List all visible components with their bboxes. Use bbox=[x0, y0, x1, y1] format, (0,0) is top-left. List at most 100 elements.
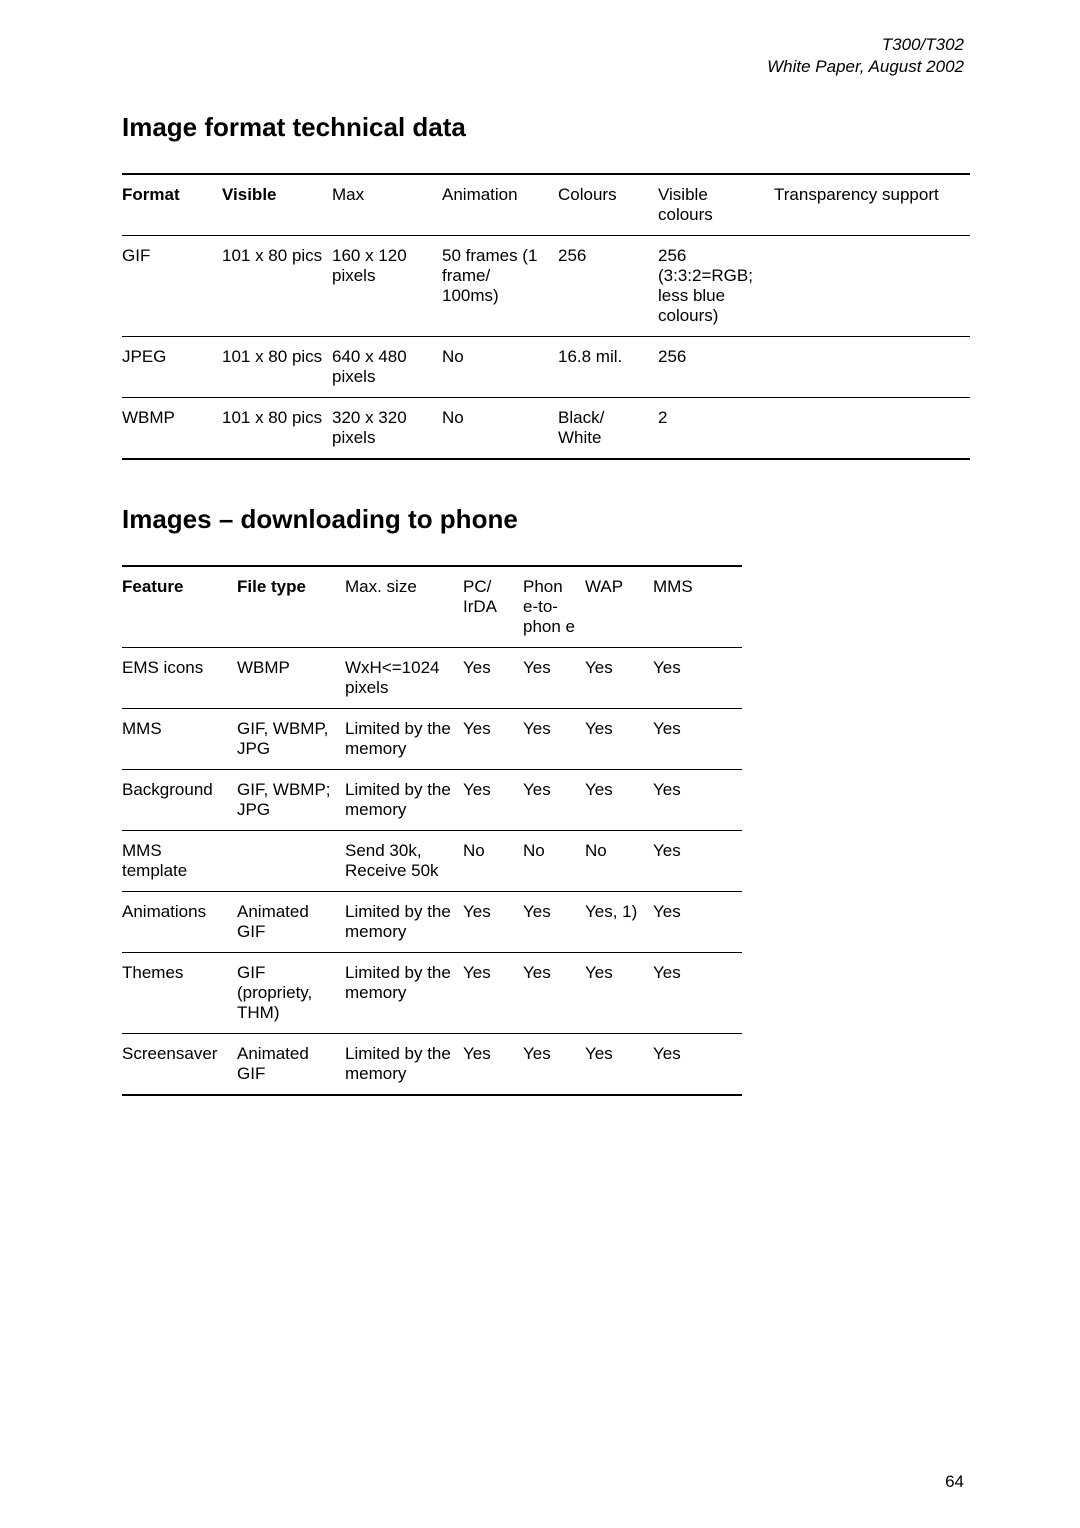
table-row: ScreensaverAnimated GIFLimited by the me… bbox=[122, 1034, 742, 1096]
table-image-format: Format Visible Max Animation Colours Vis… bbox=[122, 173, 970, 460]
table-cell: 2 bbox=[658, 398, 774, 460]
table-cell: Yes bbox=[523, 892, 585, 953]
table-cell: Animated GIF bbox=[237, 1034, 345, 1096]
page-number: 64 bbox=[945, 1472, 964, 1492]
table-cell: Yes bbox=[653, 953, 742, 1034]
table-cell: Yes bbox=[653, 892, 742, 953]
table-cell: Yes bbox=[653, 648, 742, 709]
table-cell: Send 30k, Receive 50k bbox=[345, 831, 463, 892]
section1-title: Image format technical data bbox=[122, 112, 964, 143]
table-cell: Yes, 1) bbox=[585, 892, 653, 953]
table-cell: Yes bbox=[653, 1034, 742, 1096]
table-cell: 101 x 80 pics bbox=[222, 337, 332, 398]
table-cell bbox=[774, 236, 970, 337]
table-cell bbox=[774, 398, 970, 460]
table-row: AnimationsAnimated GIFLimited by the mem… bbox=[122, 892, 742, 953]
th: PC/ IrDA bbox=[463, 566, 523, 648]
table-cell: WBMP bbox=[122, 398, 222, 460]
table-cell: Yes bbox=[523, 709, 585, 770]
table-cell: Yes bbox=[463, 709, 523, 770]
table-row: MMSGIF, WBMP, JPGLimited by the memoryYe… bbox=[122, 709, 742, 770]
th: Max. size bbox=[345, 566, 463, 648]
table-cell: Yes bbox=[585, 648, 653, 709]
th: Animation bbox=[442, 174, 558, 236]
table-row: JPEG101 x 80 pics640 x 480 pixelsNo16.8 … bbox=[122, 337, 970, 398]
table-cell: No bbox=[442, 337, 558, 398]
table-cell: Animated GIF bbox=[237, 892, 345, 953]
table-cell: MMS template bbox=[122, 831, 237, 892]
table-cell bbox=[774, 337, 970, 398]
table-cell: Limited by the memory bbox=[345, 892, 463, 953]
table2-header-row: Feature File type Max. size PC/ IrDA Pho… bbox=[122, 566, 742, 648]
th: Visible colours bbox=[658, 174, 774, 236]
table-cell: 160 x 120 pixels bbox=[332, 236, 442, 337]
table-cell: No bbox=[442, 398, 558, 460]
table-cell: Yes bbox=[653, 770, 742, 831]
table-cell: 256 bbox=[658, 337, 774, 398]
table-cell: Limited by the memory bbox=[345, 1034, 463, 1096]
th: Phon e-to-phon e bbox=[523, 566, 585, 648]
table-cell: No bbox=[463, 831, 523, 892]
table-cell: No bbox=[585, 831, 653, 892]
table-cell: 50 frames (1 frame/ 100ms) bbox=[442, 236, 558, 337]
th: Visible bbox=[222, 174, 332, 236]
table-cell: 640 x 480 pixels bbox=[332, 337, 442, 398]
table-cell: Animations bbox=[122, 892, 237, 953]
table-row: GIF101 x 80 pics160 x 120 pixels50 frame… bbox=[122, 236, 970, 337]
table-cell: GIF, WBMP, JPG bbox=[237, 709, 345, 770]
table-cell: EMS icons bbox=[122, 648, 237, 709]
table1-header-row: Format Visible Max Animation Colours Vis… bbox=[122, 174, 970, 236]
header-meta: T300/T302 White Paper, August 2002 bbox=[122, 34, 964, 78]
table-row: ThemesGIF (propriety, THM)Limited by the… bbox=[122, 953, 742, 1034]
table-cell: Screensaver bbox=[122, 1034, 237, 1096]
table-cell: Yes bbox=[523, 770, 585, 831]
table-cell: Limited by the memory bbox=[345, 770, 463, 831]
th: Transparency support bbox=[774, 174, 970, 236]
table1-body: GIF101 x 80 pics160 x 120 pixels50 frame… bbox=[122, 236, 970, 460]
table-cell: Yes bbox=[463, 953, 523, 1034]
table-cell: 101 x 80 pics bbox=[222, 236, 332, 337]
table-cell: Yes bbox=[523, 1034, 585, 1096]
table-cell: JPEG bbox=[122, 337, 222, 398]
table-cell: Yes bbox=[653, 831, 742, 892]
th: Feature bbox=[122, 566, 237, 648]
table-row: MMS templateSend 30k, Receive 50kNoNoNoY… bbox=[122, 831, 742, 892]
th: Colours bbox=[558, 174, 658, 236]
table-cell: Yes bbox=[585, 1034, 653, 1096]
th: File type bbox=[237, 566, 345, 648]
table-cell: Yes bbox=[585, 953, 653, 1034]
table-cell: WxH<=1024 pixels bbox=[345, 648, 463, 709]
table-cell: Yes bbox=[585, 709, 653, 770]
table-cell: Background bbox=[122, 770, 237, 831]
table-cell: Yes bbox=[523, 648, 585, 709]
table-cell: No bbox=[523, 831, 585, 892]
table-cell: 256 (3:3:2=RGB; less blue colours) bbox=[658, 236, 774, 337]
table-cell: GIF bbox=[122, 236, 222, 337]
table-downloading: Feature File type Max. size PC/ IrDA Pho… bbox=[122, 565, 742, 1096]
table-row: BackgroundGIF, WBMP; JPGLimited by the m… bbox=[122, 770, 742, 831]
table-cell: Themes bbox=[122, 953, 237, 1034]
table-cell: Black/ White bbox=[558, 398, 658, 460]
th: Format bbox=[122, 174, 222, 236]
table-cell: Yes bbox=[653, 709, 742, 770]
table-cell: GIF (propriety, THM) bbox=[237, 953, 345, 1034]
table-cell: Yes bbox=[463, 648, 523, 709]
table-cell: 101 x 80 pics bbox=[222, 398, 332, 460]
table-cell: 256 bbox=[558, 236, 658, 337]
table-cell: Yes bbox=[463, 1034, 523, 1096]
table-row: WBMP101 x 80 pics320 x 320 pixelsNoBlack… bbox=[122, 398, 970, 460]
th: Max bbox=[332, 174, 442, 236]
table2-body: EMS iconsWBMPWxH<=1024 pixelsYesYesYesYe… bbox=[122, 648, 742, 1096]
table-cell: 320 x 320 pixels bbox=[332, 398, 442, 460]
table-cell: Yes bbox=[523, 953, 585, 1034]
th: WAP bbox=[585, 566, 653, 648]
meta-line2: White Paper, August 2002 bbox=[122, 56, 964, 78]
table-cell: Yes bbox=[463, 770, 523, 831]
meta-line1: T300/T302 bbox=[122, 34, 964, 56]
table-cell: Limited by the memory bbox=[345, 709, 463, 770]
table-cell: GIF, WBMP; JPG bbox=[237, 770, 345, 831]
table-cell: Yes bbox=[585, 770, 653, 831]
table-cell: 16.8 mil. bbox=[558, 337, 658, 398]
th: MMS bbox=[653, 566, 742, 648]
table-cell: WBMP bbox=[237, 648, 345, 709]
